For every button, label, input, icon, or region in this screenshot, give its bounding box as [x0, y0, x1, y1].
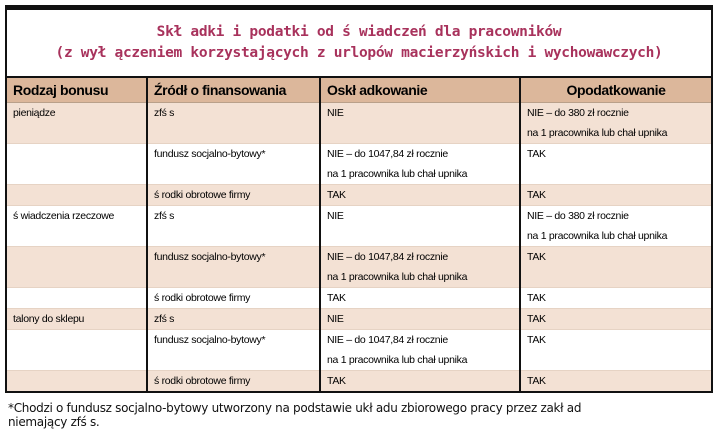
table-row: ś rodki obrotowe firmy TAK TAK	[7, 184, 711, 206]
cell-source-text: fundusz socjalno-bytowy*	[154, 148, 266, 160]
cell-contributions-text: na 1 pracownika lub chał upnika	[327, 271, 468, 283]
cell-source-text: ś rodki obrotowe firmy	[154, 375, 251, 387]
cell-taxation-text: NIE – do 380 zł rocznie	[527, 210, 629, 222]
cell-contributions: NIE – do 1047,84 zł rocznie na 1 pracowni…	[319, 329, 520, 371]
cell-type	[7, 287, 147, 309]
cell-contributions-text: TAK	[327, 189, 346, 201]
table-row: pieniądze zfś s NIE NIE – do 380 zł rocznie…	[7, 102, 711, 144]
cell-source: fundusz socjalno-bytowy*	[146, 246, 320, 288]
cell-contributions: NIE	[319, 308, 520, 330]
cell-taxation: TAK	[519, 287, 711, 309]
header-type: Rodzaj bonusu	[7, 78, 147, 103]
title-line-1: Skł adki i podatki od ś wiadczeń dla pra…	[156, 24, 562, 40]
cell-type-text: ś wiadczenia rzeczowe	[13, 210, 115, 222]
footnote: *Chodzi o fundusz socjalno-bytowy utworz…	[8, 401, 720, 429]
cell-contributions-text: NIE	[327, 107, 344, 119]
cell-taxation: TAK	[519, 308, 711, 330]
cell-source: zfś s	[146, 102, 320, 144]
header-row: Rodzaj bonusu Źródł o finansowania Oskł …	[7, 78, 711, 103]
table-row: fundusz socjalno-bytowy* NIE – do 1047,84…	[7, 246, 711, 288]
cell-contributions-text: TAK	[327, 375, 346, 387]
cell-type	[7, 184, 147, 206]
cell-contributions-text: na 1 pracownika lub chał upnika	[327, 354, 468, 366]
cell-taxation-text: TAK	[527, 251, 546, 263]
table-row: ś rodki obrotowe firmy TAK TAK	[7, 370, 711, 391]
cell-contributions-text: na 1 pracownika lub chał upnika	[327, 168, 468, 180]
table-title: Skł adki i podatki od ś wiadczeń dla pra…	[7, 10, 711, 78]
cell-taxation-text: na 1 pracownika lub chał upnika	[527, 230, 668, 242]
cell-contributions: NIE	[319, 205, 520, 247]
cell-taxation: NIE – do 380 zł rocznie na 1 pracownika l…	[519, 102, 711, 144]
cell-type-text: pieniądze	[13, 107, 56, 119]
cell-contributions-text: NIE	[327, 313, 344, 325]
table-row: fundusz socjalno-bytowy* NIE – do 1047,84…	[7, 329, 711, 371]
table-row: ś wiadczenia rzeczowe zfś s NIE NIE – do 38…	[7, 205, 711, 247]
cell-taxation-text: na 1 pracownika lub chał upnika	[527, 127, 668, 139]
cell-source-text: ś rodki obrotowe firmy	[154, 292, 251, 304]
cell-source: fundusz socjalno-bytowy*	[146, 143, 320, 185]
contributions-table-box: Skł adki i podatki od ś wiadczeń dla pra…	[5, 5, 713, 393]
cell-source: fundusz socjalno-bytowy*	[146, 329, 320, 371]
cell-type: talony do sklepu	[7, 308, 147, 330]
cell-taxation-text: TAK	[527, 375, 546, 387]
cell-contributions: TAK	[319, 287, 520, 309]
footnote-line-1: *Chodzi o fundusz socjalno-bytowy utworz…	[8, 401, 582, 415]
cell-contributions-text: NIE	[327, 210, 344, 222]
cell-source-text: fundusz socjalno-bytowy*	[154, 251, 266, 263]
cell-contributions-text: NIE – do 1047,84 zł rocznie	[327, 148, 448, 160]
cell-taxation-text: TAK	[527, 148, 546, 160]
cell-source-text: ś rodki obrotowe firmy	[154, 189, 251, 201]
cell-source-text: fundusz socjalno-bytowy*	[154, 334, 266, 346]
cell-type	[7, 143, 147, 185]
cell-contributions: TAK	[319, 184, 520, 206]
cell-type	[7, 246, 147, 288]
cell-source-text: zfś s	[154, 313, 175, 325]
cell-contributions-text: TAK	[327, 292, 346, 304]
header-contributions: Oskł adkowanie	[319, 78, 520, 103]
cell-source: ś rodki obrotowe firmy	[146, 287, 320, 309]
cell-source: zfś s	[146, 308, 320, 330]
cell-contributions: TAK	[319, 370, 520, 391]
cell-source: ś rodki obrotowe firmy	[146, 184, 320, 206]
header-source: Źródł o finansowania	[146, 78, 320, 103]
header-taxation: Opodatkowanie	[519, 78, 711, 103]
cell-type: pieniądze	[7, 102, 147, 144]
cell-taxation: TAK	[519, 184, 711, 206]
cell-type	[7, 370, 147, 391]
cell-contributions: NIE – do 1047,84 zł rocznie na 1 pracowni…	[319, 143, 520, 185]
cell-taxation: TAK	[519, 246, 711, 288]
cell-type	[7, 329, 147, 371]
cell-source-text: zfś s	[154, 210, 175, 222]
table-row: talony do sklepu zfś s NIE TAK	[7, 308, 711, 330]
cell-taxation-text: NIE – do 380 zł rocznie	[527, 107, 629, 119]
cell-type-text: talony do sklepu	[13, 313, 85, 325]
cell-source: ś rodki obrotowe firmy	[146, 370, 320, 391]
contributions-table: Rodzaj bonusu Źródł o finansowania Oskł …	[7, 78, 711, 391]
cell-taxation-text: TAK	[527, 292, 546, 304]
cell-contributions: NIE	[319, 102, 520, 144]
cell-taxation-text: TAK	[527, 334, 546, 346]
cell-type: ś wiadczenia rzeczowe	[7, 205, 147, 247]
cell-contributions-text: NIE – do 1047,84 zł rocznie	[327, 251, 448, 263]
cell-taxation: NIE – do 380 zł rocznie na 1 pracownika l…	[519, 205, 711, 247]
cell-taxation: TAK	[519, 329, 711, 371]
cell-taxation-text: TAK	[527, 189, 546, 201]
cell-contributions: NIE – do 1047,84 zł rocznie na 1 pracowni…	[319, 246, 520, 288]
cell-source-text: zfś s	[154, 107, 175, 119]
cell-source: zfś s	[146, 205, 320, 247]
cell-taxation: TAK	[519, 370, 711, 391]
cell-taxation-text: TAK	[527, 313, 546, 325]
cell-contributions-text: NIE – do 1047,84 zł rocznie	[327, 334, 448, 346]
cell-taxation: TAK	[519, 143, 711, 185]
table-row: fundusz socjalno-bytowy* NIE – do 1047,84…	[7, 143, 711, 185]
title-line-2: (z wył ączeniem korzystających z urlopów…	[55, 45, 663, 61]
table-row: ś rodki obrotowe firmy TAK TAK	[7, 287, 711, 309]
footnote-line-2: niemający zfś s.	[8, 415, 100, 429]
